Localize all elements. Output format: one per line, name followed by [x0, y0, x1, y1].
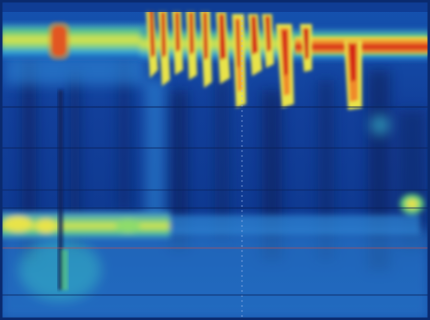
- contraction-spikes: [146, 10, 362, 110]
- top-dark-strip: [0, 0, 430, 12]
- lower-pressure-band: [0, 194, 424, 238]
- upper-band-core: [48, 22, 430, 60]
- cyan-patches: [0, 55, 430, 320]
- horizontal-lines: [0, 106, 430, 296]
